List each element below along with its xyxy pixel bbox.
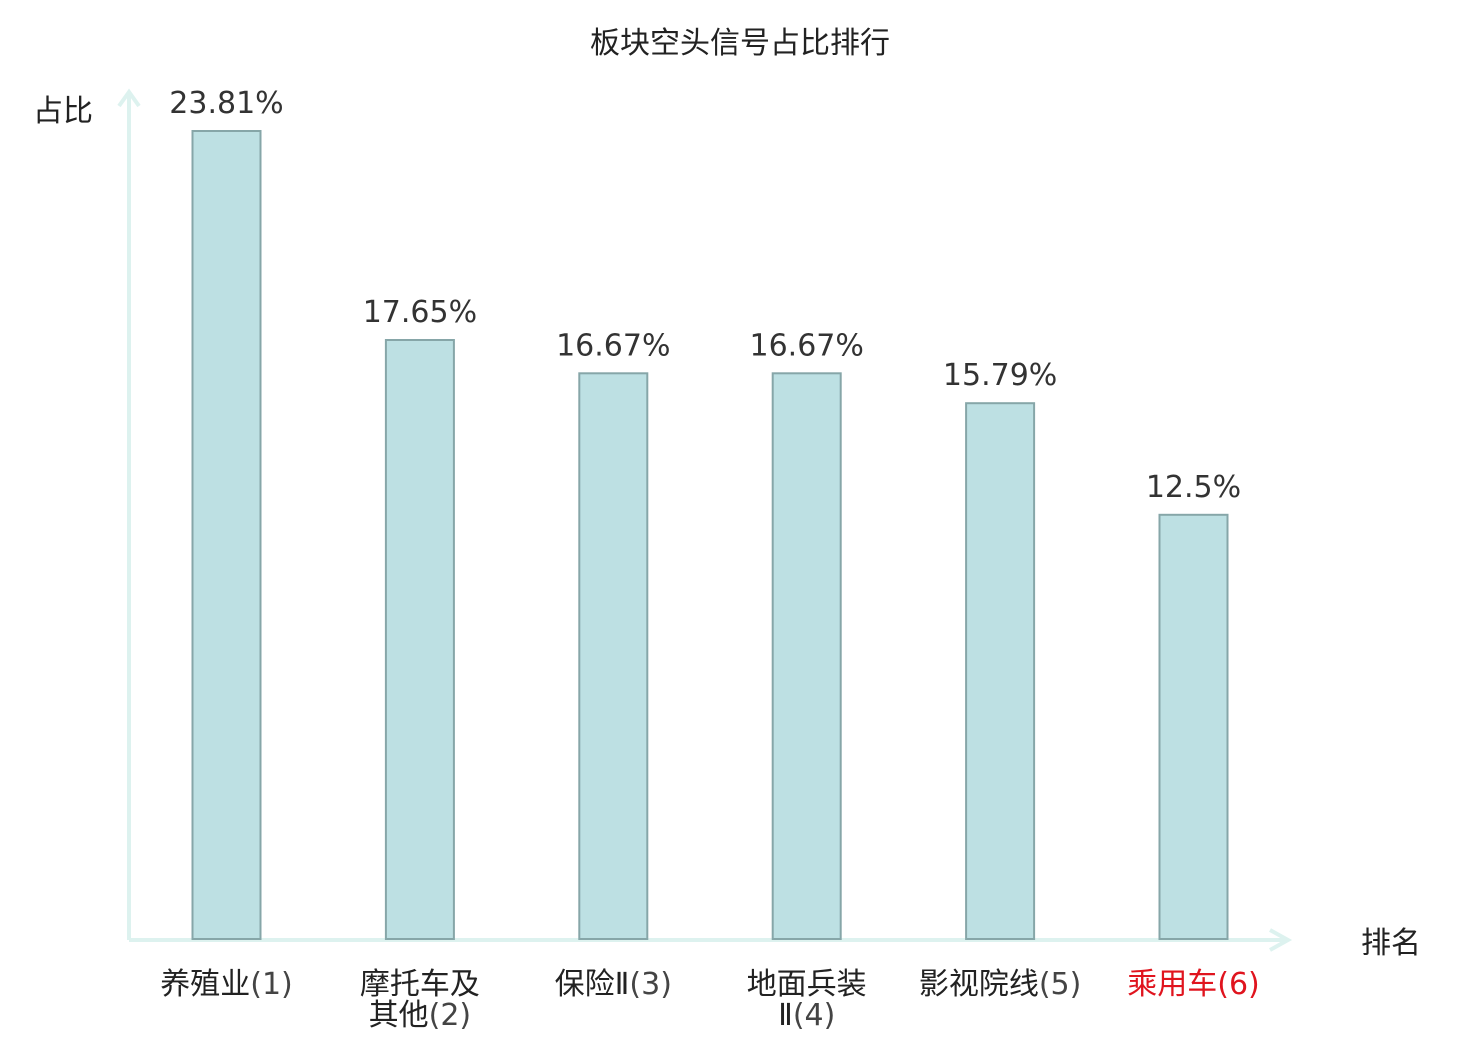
value-label-2: 17.65%: [363, 295, 477, 330]
category-label-2-line-1: 摩托车及: [360, 967, 480, 1002]
bar-6: [1158, 513, 1229, 940]
category-rank-4: (4): [793, 998, 836, 1033]
category-label-4: 地面兵装 Ⅱ(4): [747, 967, 867, 1033]
category-rank-6: (6): [1217, 967, 1260, 1002]
value-label-1: 23.81%: [169, 86, 283, 121]
y-axis-label: 占比: [33, 94, 93, 129]
category-label-6: 乘用车(6): [1127, 967, 1260, 1002]
bar-2: [384, 339, 455, 940]
category-rank-3: (3): [629, 967, 672, 1002]
category-label-6-line-1: 乘用车(6): [1127, 967, 1260, 1002]
bar-4: [771, 372, 842, 940]
category-label-2-line-2: 其他(2): [369, 998, 472, 1033]
category-label-4-line-2: Ⅱ(4): [778, 998, 835, 1033]
bars-group: [191, 130, 1229, 940]
x-axis-label: 排名: [1361, 926, 1421, 961]
category-label-5: 影视院线(5): [919, 967, 1082, 1002]
category-label-4-line-1: 地面兵装: [747, 967, 867, 1002]
value-label-4: 16.67%: [750, 328, 864, 363]
value-label-3: 16.67%: [556, 328, 670, 363]
category-rank-1: (1): [250, 967, 293, 1002]
value-label-5: 15.79%: [943, 358, 1057, 393]
bar-1: [191, 130, 262, 940]
bar-3: [578, 372, 649, 940]
category-rank-2: (2): [429, 998, 472, 1033]
category-label-2: 摩托车及其他(2): [360, 967, 480, 1033]
category-label-1-line-1: 养殖业(1): [160, 967, 293, 1002]
x-axis-arrow-icon: [1269, 928, 1293, 952]
value-labels-group: 23.81% 17.65% 16.67% 16.67% 15.79% 12.5%: [169, 86, 1241, 505]
chart-title: 板块空头信号占比排行: [590, 26, 890, 61]
category-label-5-line-1: 影视院线(5): [919, 967, 1082, 1002]
category-rank-5: (5): [1039, 967, 1082, 1002]
category-label-1: 养殖业(1): [160, 967, 293, 1002]
value-label-6: 12.5%: [1146, 470, 1241, 505]
axes: [117, 88, 1293, 952]
category-labels-group: 养殖业(1) 摩托车及其他(2) 保险Ⅱ(3) 地面兵装 Ⅱ(4) 影视院线(5) 乘用车(…: [160, 967, 1260, 1033]
y-axis-arrow-icon: [117, 88, 141, 108]
category-label-3: 保险Ⅱ(3): [555, 967, 672, 1002]
category-label-3-line-1: 保险Ⅱ(3): [555, 967, 672, 1002]
bar-5: [965, 402, 1036, 940]
